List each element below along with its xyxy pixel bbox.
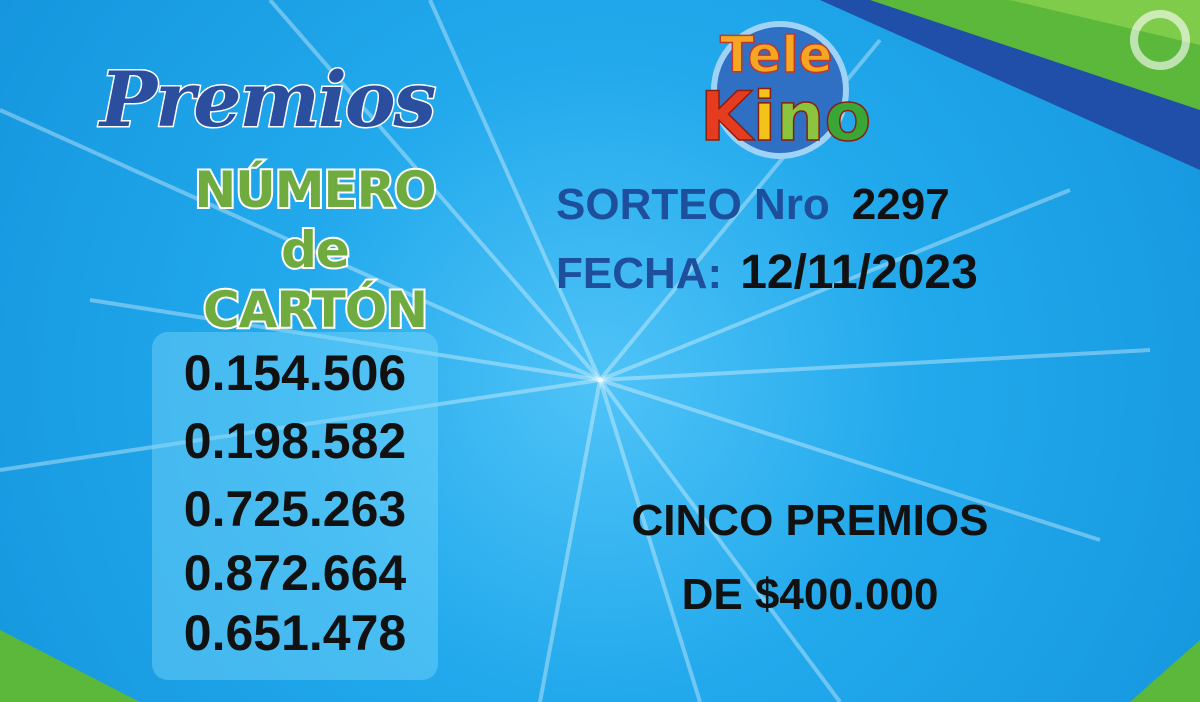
fecha-row: FECHA: 12/11/2023: [556, 245, 978, 300]
winning-number: 0.872.664: [183, 545, 407, 601]
numbers-panel: [152, 332, 438, 680]
prize-line2: DE $400.000: [681, 570, 939, 619]
sorteo-label: SORTEO Nro: [556, 180, 830, 229]
winning-number: 0.651.478: [183, 605, 407, 661]
premios-title: Premios: [98, 54, 437, 146]
subtitle: NÚMERO de CARTÓN: [165, 159, 465, 341]
fecha-label: FECHA:: [556, 249, 723, 298]
fecha-value: 12/11/2023: [740, 246, 978, 299]
subtitle-line2: de CARTÓN: [201, 219, 430, 341]
prize-line1: CINCO PREMIOS: [631, 496, 989, 545]
winning-number: 0.725.263: [183, 481, 407, 537]
subtitle-line1: NÚMERO: [192, 159, 438, 221]
svg-text:Kino: Kino: [700, 78, 871, 157]
winning-number: 0.198.582: [183, 413, 407, 469]
telekino-logo: Tele Kino: [699, 21, 872, 159]
svg-text:Tele: Tele: [720, 26, 832, 84]
sorteo-row: SORTEO Nro 2297: [556, 180, 950, 230]
winning-number: 0.154.506: [183, 345, 407, 401]
sorteo-value: 2297: [851, 180, 950, 229]
